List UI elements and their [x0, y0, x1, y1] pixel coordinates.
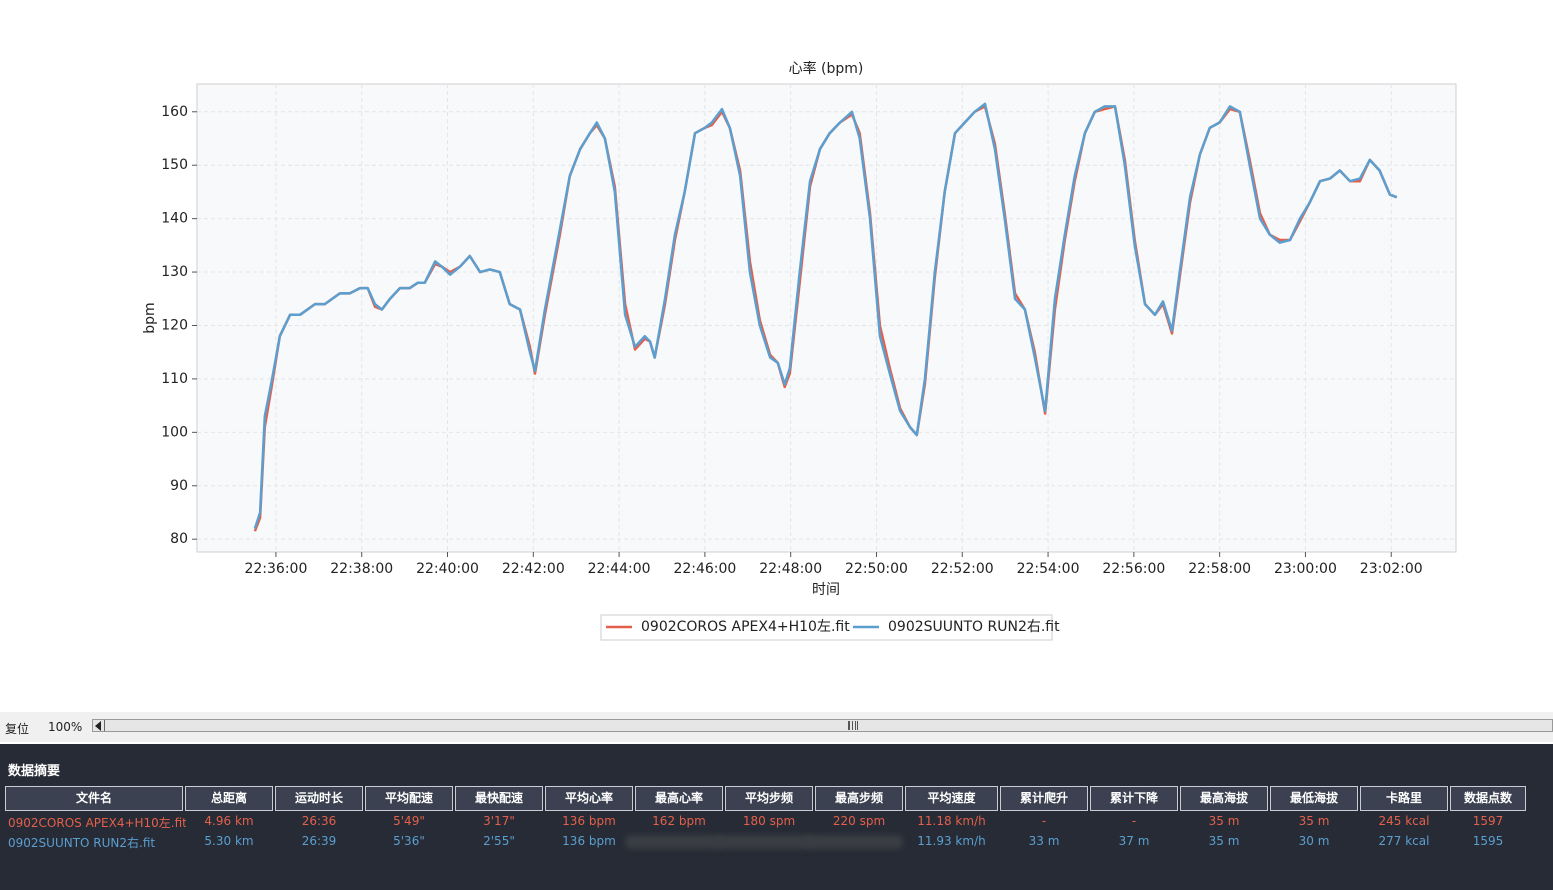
table-cell: 11.93 km/h — [917, 834, 986, 848]
legend-label: 0902COROS APEX4+H10左.fit — [641, 619, 850, 635]
y-tick-label: 160 — [161, 104, 188, 120]
zoom-level: 100% — [48, 720, 83, 734]
reset-button[interactable]: 复位 — [5, 722, 30, 736]
table-cell: 162 bpm — [652, 814, 706, 828]
table-cell: 5.30 km — [204, 834, 254, 848]
x-tick-label: 23:00:00 — [1274, 561, 1337, 577]
table-cell: - — [1041, 814, 1047, 828]
table-cell: 220 spm — [832, 814, 886, 828]
table-cell: 180 spm — [742, 814, 796, 828]
y-axis-label: bpm — [142, 302, 158, 333]
table-cell: 37 m — [1118, 834, 1150, 848]
x-tick-label: 22:54:00 — [1017, 561, 1080, 577]
table-cell: 2'55" — [483, 834, 515, 848]
table-cell: 277 kcal — [1378, 834, 1430, 848]
table-cell: 5'49" — [393, 814, 425, 828]
column-header: 累计爬升 — [1000, 786, 1088, 811]
table-cell: 33 m — [1028, 834, 1060, 848]
table-cell: 0902COROS APEX4+H10左.fit — [8, 816, 186, 830]
column-header: 累计下降 — [1090, 786, 1178, 811]
x-axis-label: 时间 — [812, 582, 840, 598]
x-tick-label: 22:36:00 — [244, 561, 307, 577]
column-header: 最高海拔 — [1180, 786, 1268, 811]
y-tick-label: 150 — [161, 157, 188, 173]
summary-panel: 数据摘要 文件名 总距离 运动时长 平均配速 最快配速 平均心率 最高心率 平均步频 最高步频平… — [0, 744, 1553, 890]
column-header: 数据点数 — [1450, 786, 1526, 811]
column-header: 最快配速 — [455, 786, 543, 811]
table-cell: 35 m — [1208, 834, 1240, 848]
table-cell: 26:36 — [301, 814, 337, 828]
column-header: 平均配速 — [365, 786, 453, 811]
x-tick-label: 22:38:00 — [330, 561, 393, 577]
table-cell: 35 m — [1298, 814, 1330, 828]
column-header: 平均速度 — [905, 786, 998, 811]
x-tick-label: 22:46:00 — [673, 561, 736, 577]
chart-title: 心率 (bpm) — [789, 60, 864, 77]
x-tick-label: 22:40:00 — [416, 561, 479, 577]
table-cell: 136 bpm — [562, 814, 616, 828]
legend — [600, 614, 1053, 641]
panel-title: 数据摘要 — [8, 764, 61, 779]
y-tick-label: 120 — [161, 317, 188, 333]
redacted-cell — [625, 835, 723, 849]
column-header: 文件名 — [5, 786, 183, 811]
y-tick-label: 80 — [170, 531, 188, 547]
redacted-cell — [805, 835, 903, 849]
y-tick-label: 110 — [161, 371, 188, 387]
table-cell: 0902SUUNTO RUN2右.fit — [8, 836, 156, 850]
scrollbar[interactable] — [92, 719, 1553, 732]
table-cell: 245 kcal — [1378, 814, 1430, 828]
plot-area — [196, 83, 1457, 553]
table-cell: 1595 — [1472, 834, 1504, 848]
table-cell: 5'36" — [393, 834, 425, 848]
series-line — [253, 102, 1398, 529]
x-tick-label: 22:44:00 — [588, 561, 651, 577]
column-header: 卡路里 — [1360, 786, 1448, 811]
redacted-cell — [715, 835, 813, 849]
table-cell: 11.18 km/h — [917, 814, 986, 828]
chart: 心率 (bpm) 时间 bpm 80 90 100 110 120 130 140 150 16… — [142, 60, 1457, 641]
column-header: 运动时长 — [275, 786, 363, 811]
table-cell: 3'17" — [483, 814, 515, 828]
column-header: 最高步频 — [815, 786, 903, 811]
column-header: 总距离 — [185, 786, 273, 811]
scroll-thumb[interactable] — [848, 721, 858, 730]
y-tick-label: 90 — [170, 478, 188, 494]
x-tick-label: 22:48:00 — [759, 561, 822, 577]
table-cell: 4.96 km — [204, 814, 254, 828]
scroll-left[interactable] — [95, 721, 101, 731]
x-tick-label: 22:50:00 — [845, 561, 908, 577]
table-cell: 30 m — [1298, 834, 1330, 848]
x-tick-label: 22:52:00 — [931, 561, 994, 577]
legend-label: 0902SUUNTO RUN2右.fit — [888, 619, 1060, 635]
table-cell: 35 m — [1208, 814, 1240, 828]
table-cell: 26:39 — [301, 834, 337, 848]
column-header: 最低海拔 — [1270, 786, 1358, 811]
x-tick-label: 23:02:00 — [1360, 561, 1423, 577]
y-tick-label: 140 — [161, 211, 188, 227]
x-tick-label: 22:58:00 — [1188, 561, 1251, 577]
y-tick-label: 130 — [161, 264, 188, 280]
y-tick-label: 100 — [161, 424, 188, 440]
column-header: 最高心率 — [635, 786, 723, 811]
table-cell: - — [1131, 814, 1137, 828]
x-tick-label: 22:56:00 — [1102, 561, 1165, 577]
column-header: 平均步频 — [725, 786, 813, 811]
table-cell: 136 bpm — [562, 834, 616, 848]
scroll-divider — [104, 720, 105, 731]
column-header: 平均心率 — [545, 786, 633, 811]
table-cell: 1597 — [1472, 814, 1504, 828]
x-tick-label: 22:42:00 — [502, 561, 565, 577]
